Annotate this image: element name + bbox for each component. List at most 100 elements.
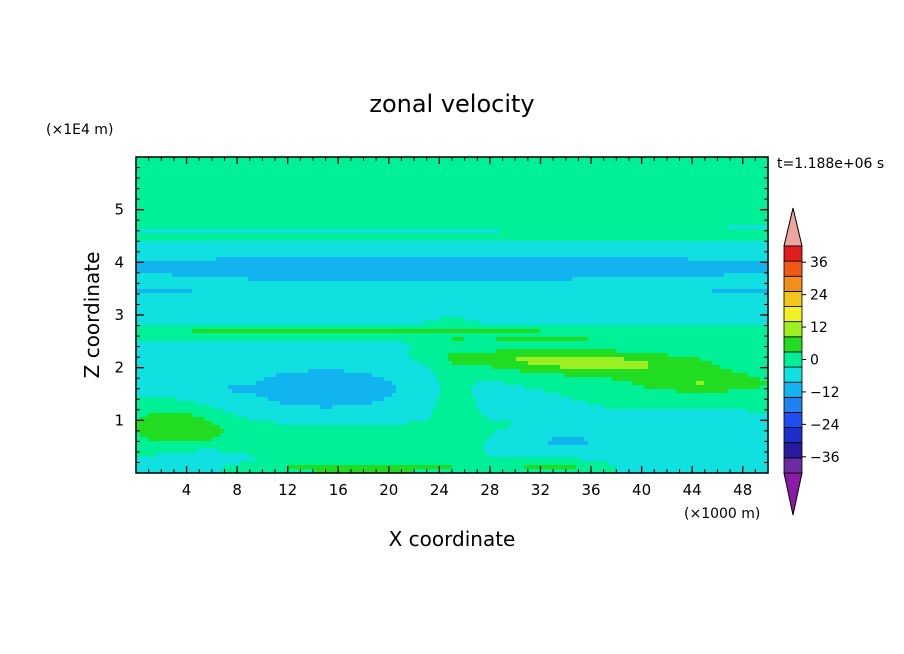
field-cell: [352, 281, 357, 286]
field-cell: [320, 173, 325, 178]
field-cell: [300, 185, 305, 190]
field-cell: [740, 185, 745, 190]
field-cell: [448, 189, 453, 194]
field-cell: [404, 193, 409, 198]
field-cell: [640, 165, 645, 170]
field-cell: [308, 225, 313, 230]
field-cell: [216, 253, 221, 258]
field-cell: [596, 269, 601, 274]
field-cell: [168, 229, 173, 234]
field-cell: [428, 221, 433, 226]
field-cell: [492, 229, 497, 234]
field-cell: [196, 229, 201, 234]
field-cell: [156, 189, 161, 194]
field-cell: [692, 277, 697, 282]
field-cell: [244, 193, 249, 198]
field-cell: [168, 249, 173, 254]
field-cell: [180, 161, 185, 166]
field-cell: [404, 189, 409, 194]
field-cell: [596, 233, 601, 238]
field-cell: [580, 233, 585, 238]
field-cell: [548, 277, 553, 282]
field-cell: [440, 229, 445, 234]
field-cell: [620, 245, 625, 250]
field-cell: [324, 185, 329, 190]
field-cell: [256, 201, 261, 206]
field-cell: [136, 257, 141, 262]
field-cell: [436, 165, 441, 170]
field-cell: [216, 273, 221, 278]
field-cell: [480, 269, 485, 274]
field-cell: [328, 269, 333, 274]
field-cell: [424, 197, 429, 202]
field-cell: [228, 253, 233, 258]
field-cell: [448, 229, 453, 234]
field-cell: [724, 157, 729, 162]
field-cell: [484, 173, 489, 178]
field-cell: [280, 253, 285, 258]
field-cell: [416, 261, 421, 266]
field-cell: [208, 269, 213, 274]
field-cell: [584, 237, 589, 242]
field-cell: [584, 165, 589, 170]
field-cell: [428, 165, 433, 170]
field-cell: [612, 193, 617, 198]
field-cell: [564, 253, 569, 258]
field-cell: [584, 257, 589, 262]
field-cell: [608, 229, 613, 234]
field-cell: [296, 221, 301, 226]
field-cell: [212, 273, 217, 278]
field-cell: [612, 157, 617, 162]
field-cell: [504, 225, 509, 230]
field-cell: [224, 261, 229, 266]
field-cell: [648, 245, 653, 250]
field-cell: [576, 233, 581, 238]
field-cell: [368, 281, 373, 286]
field-cell: [148, 277, 153, 282]
field-cell: [228, 249, 233, 254]
field-cell: [636, 173, 641, 178]
field-cell: [300, 177, 305, 182]
field-cell: [572, 273, 577, 278]
field-cell: [312, 265, 317, 270]
field-cell: [136, 169, 141, 174]
field-cell: [188, 193, 193, 198]
field-cell: [344, 189, 349, 194]
field-cell: [316, 161, 321, 166]
field-cell: [288, 169, 293, 174]
field-cell: [244, 229, 249, 234]
field-cell: [288, 261, 293, 266]
field-cell: [664, 225, 669, 230]
field-cell: [748, 229, 753, 234]
field-cell: [516, 233, 521, 238]
field-cell: [476, 205, 481, 210]
field-cell: [760, 173, 765, 178]
field-cell: [396, 201, 401, 206]
field-cell: [240, 221, 245, 226]
field-cell: [552, 265, 557, 270]
field-cell: [452, 201, 457, 206]
field-cell: [344, 257, 349, 262]
field-cell: [476, 165, 481, 170]
field-cell: [496, 161, 501, 166]
field-cell: [568, 269, 573, 274]
field-cell: [732, 257, 737, 262]
field-cell: [172, 201, 177, 206]
field-cell: [664, 237, 669, 242]
field-cell: [508, 193, 513, 198]
field-cell: [312, 237, 317, 242]
field-cell: [288, 277, 293, 282]
field-cell: [744, 157, 749, 162]
field-cell: [528, 277, 533, 282]
field-cell: [276, 229, 281, 234]
field-cell: [312, 161, 317, 166]
field-cell: [224, 177, 229, 182]
field-cell: [304, 249, 309, 254]
field-cell: [452, 197, 457, 202]
field-cell: [520, 189, 525, 194]
field-cell: [464, 165, 469, 170]
field-cell: [268, 261, 273, 266]
field-cell: [240, 253, 245, 258]
field-cell: [472, 233, 477, 238]
field-cell: [600, 201, 605, 206]
